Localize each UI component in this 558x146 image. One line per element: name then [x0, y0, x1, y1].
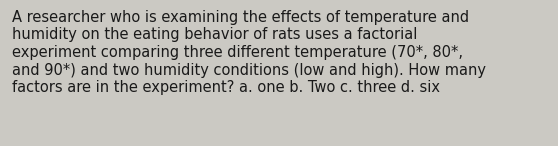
Text: A researcher who is examining the effects of temperature and: A researcher who is examining the effect… — [12, 10, 469, 25]
Text: factors are in the experiment? a. one b. Two c. three d. six: factors are in the experiment? a. one b.… — [12, 80, 440, 95]
Text: and 90*) and two humidity conditions (low and high). How many: and 90*) and two humidity conditions (lo… — [12, 62, 486, 78]
Text: experiment comparing three different temperature (70*, 80*,: experiment comparing three different tem… — [12, 45, 463, 60]
Text: humidity on the eating behavior of rats uses a factorial: humidity on the eating behavior of rats … — [12, 27, 417, 42]
